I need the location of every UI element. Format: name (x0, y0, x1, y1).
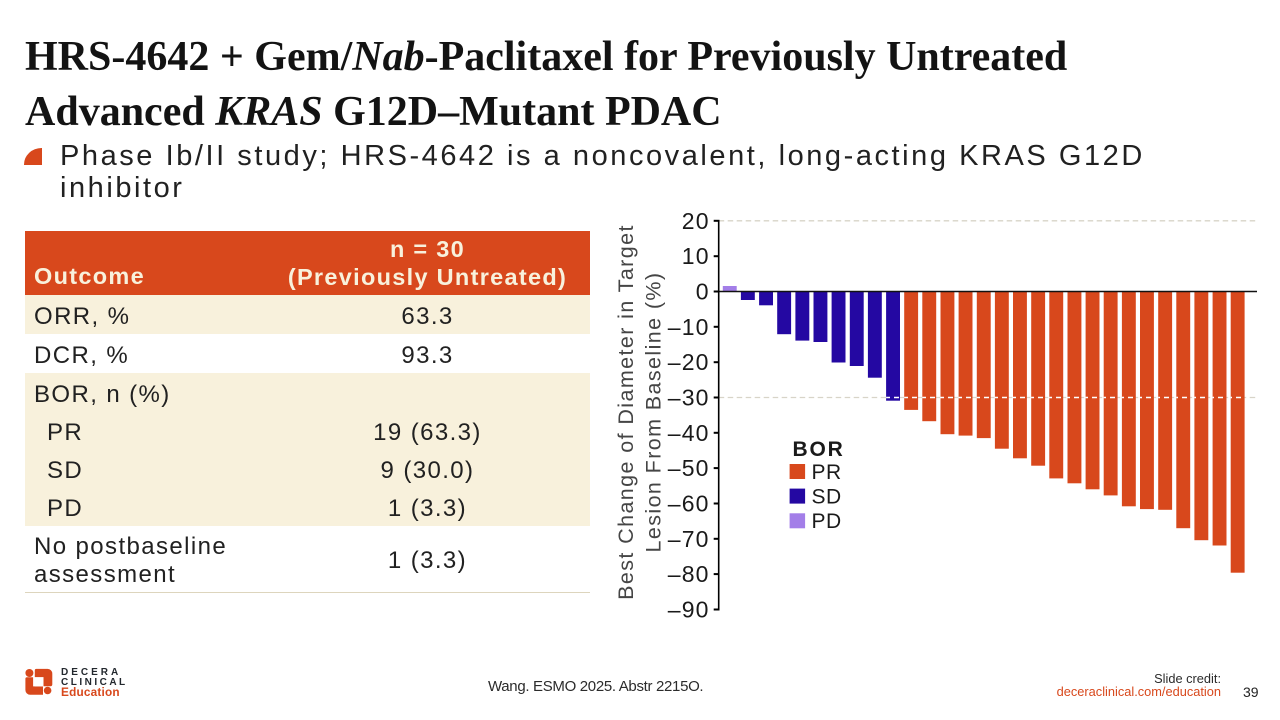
svg-text:–50: –50 (668, 455, 710, 481)
svg-text:–70: –70 (668, 526, 710, 552)
svg-text:–30: –30 (668, 385, 710, 411)
svg-text:0: 0 (696, 279, 710, 305)
svg-text:PD: PD (812, 510, 842, 533)
svg-text:Best Change of Diameter in Tar: Best Change of Diameter in Target (614, 224, 638, 600)
svg-text:–40: –40 (668, 420, 710, 446)
svg-text:PR: PR (812, 461, 842, 484)
svg-text:–60: –60 (668, 491, 710, 517)
svg-text:–80: –80 (668, 561, 710, 587)
svg-text:10: 10 (682, 243, 710, 269)
svg-text:20: 20 (682, 208, 710, 234)
svg-text:BOR: BOR (793, 438, 845, 461)
svg-text:SD: SD (812, 485, 842, 508)
svg-text:–90: –90 (668, 597, 710, 623)
svg-text:–10: –10 (668, 314, 710, 340)
svg-text:Lesion From Baseline (%): Lesion From Baseline (%) (642, 272, 666, 553)
svg-text:–20: –20 (668, 349, 710, 375)
